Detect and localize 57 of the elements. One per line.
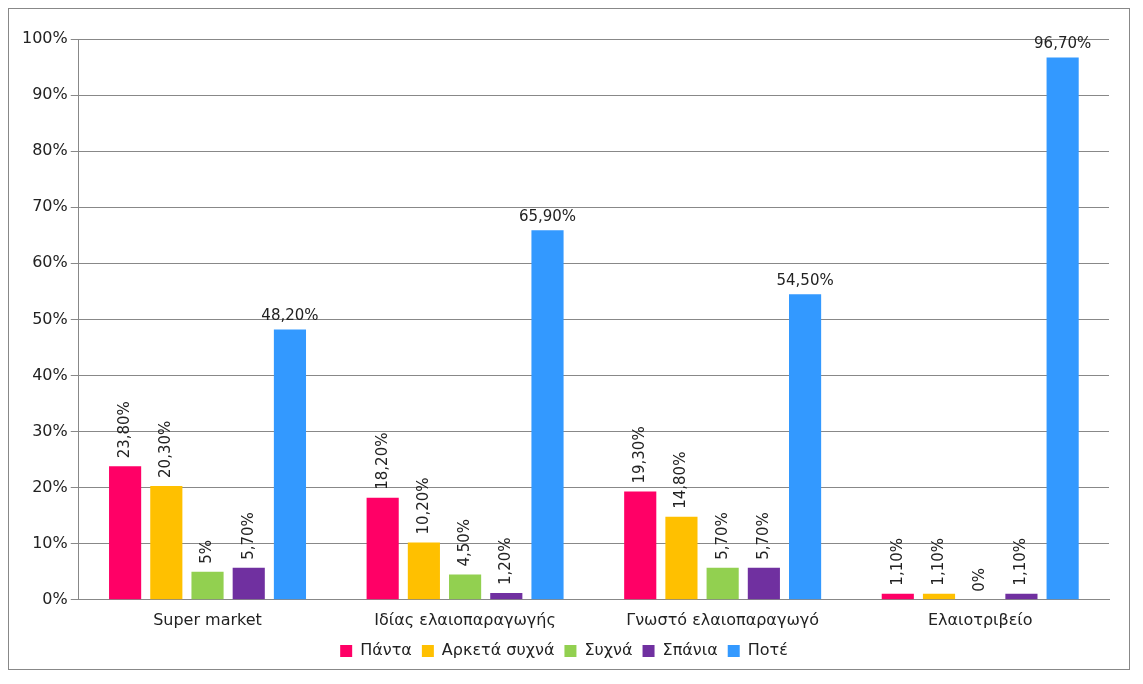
bar bbox=[624, 491, 657, 600]
bar bbox=[490, 593, 523, 600]
bar bbox=[407, 542, 440, 600]
x-tick-label: Γνωστό ελαιοπαραγωγό bbox=[626, 609, 820, 629]
data-label: 5% bbox=[197, 539, 216, 564]
bar bbox=[706, 567, 739, 600]
legend-label: Ποτέ bbox=[747, 640, 788, 660]
y-tick-label: 50% bbox=[32, 308, 68, 328]
bar bbox=[531, 230, 564, 600]
data-label: 20,30% bbox=[156, 420, 175, 478]
bar bbox=[273, 329, 307, 600]
legend-label: Αρκετά συχνά bbox=[441, 640, 555, 660]
data-label: 48,20% bbox=[261, 305, 319, 324]
bar bbox=[232, 567, 265, 600]
data-label: 18,20% bbox=[372, 432, 391, 490]
bar bbox=[1005, 593, 1038, 600]
y-tick-label: 90% bbox=[32, 84, 68, 104]
y-tick-label: 100% bbox=[21, 28, 68, 48]
data-label: 14,80% bbox=[671, 451, 690, 509]
bar bbox=[665, 516, 698, 600]
x-tick-label: Ελαιοτριβείο bbox=[927, 609, 1033, 629]
bar bbox=[747, 567, 780, 600]
x-tick-label: Ιδίας ελαιοπαραγωγής bbox=[374, 609, 556, 629]
data-label: 65,90% bbox=[518, 206, 577, 225]
data-label: 1,10% bbox=[928, 537, 947, 586]
bar bbox=[449, 574, 482, 600]
y-tick-label: 30% bbox=[32, 420, 68, 440]
bar bbox=[1046, 57, 1079, 600]
data-label: 5,70% bbox=[712, 512, 731, 560]
bar bbox=[789, 294, 822, 600]
y-tick-label: 80% bbox=[32, 140, 68, 160]
legend-label: Σπάνια bbox=[662, 640, 718, 660]
data-label: 5,70% bbox=[238, 512, 257, 560]
data-label: 96,70% bbox=[1034, 33, 1092, 52]
data-label: 19,30% bbox=[630, 426, 649, 484]
data-label: 1,10% bbox=[887, 537, 906, 586]
y-tick-label: 70% bbox=[32, 196, 68, 216]
data-label: 1,20% bbox=[496, 537, 515, 586]
y-tick-label: 40% bbox=[32, 364, 68, 384]
x-tick-label: Super market bbox=[153, 609, 262, 629]
data-label: 10,20% bbox=[413, 477, 432, 535]
y-tick-label: 20% bbox=[32, 476, 68, 496]
data-label: 1,10% bbox=[1011, 537, 1030, 586]
bar bbox=[366, 497, 399, 600]
data-label: 5,70% bbox=[753, 512, 772, 560]
bar bbox=[191, 571, 224, 600]
bar bbox=[150, 485, 183, 600]
data-label: 23,80% bbox=[114, 401, 133, 459]
data-label: 4,50% bbox=[454, 518, 473, 567]
y-tick-label: 60% bbox=[32, 252, 68, 272]
legend-label: Συχνά bbox=[584, 640, 633, 660]
y-tick-label: 10% bbox=[32, 532, 68, 552]
bar bbox=[109, 466, 142, 600]
legend-label: Πάντα bbox=[360, 640, 412, 660]
data-label: 0% bbox=[970, 568, 989, 592]
data-label: 54,50% bbox=[776, 270, 834, 289]
y-tick-label: 0% bbox=[42, 588, 68, 608]
